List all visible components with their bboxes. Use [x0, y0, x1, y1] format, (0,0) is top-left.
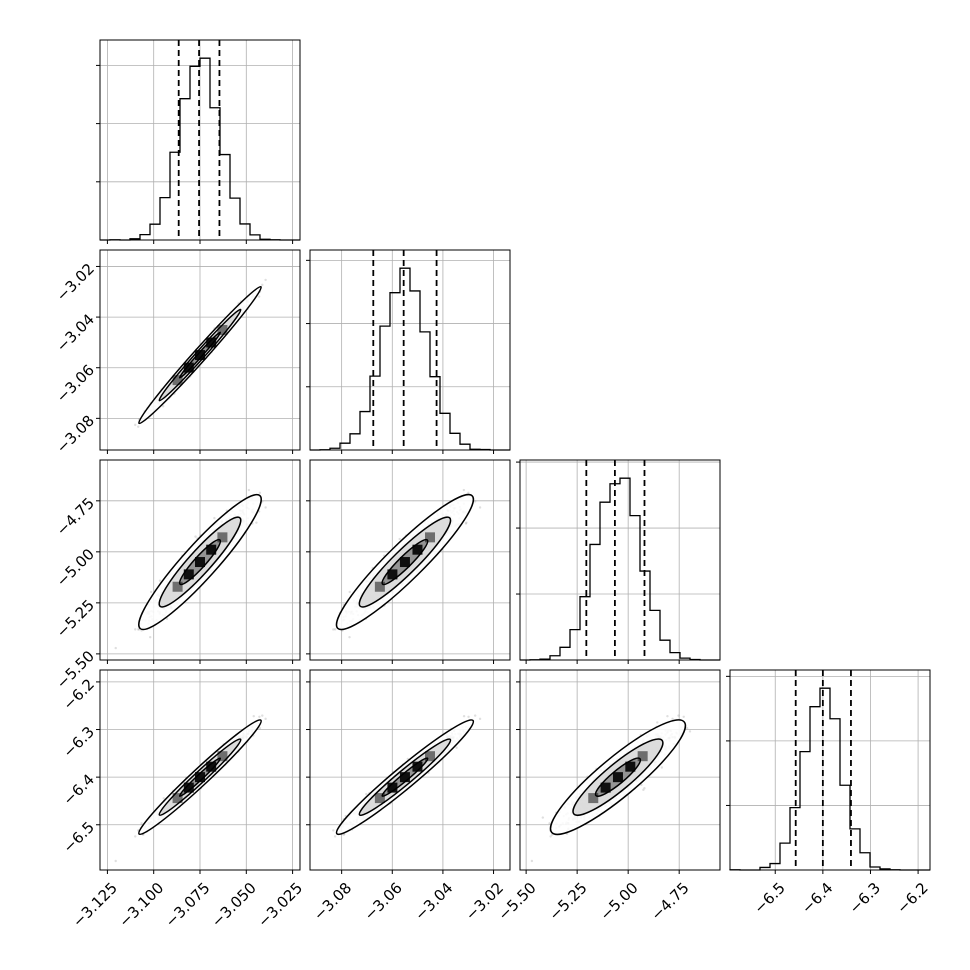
sample-point	[161, 405, 165, 408]
sample-point	[467, 491, 470, 495]
sample-point	[134, 628, 137, 631]
sample-point	[194, 535, 197, 538]
y-tick-label: −3.06	[53, 361, 98, 406]
density-block	[217, 532, 228, 543]
sample-point	[158, 579, 162, 582]
density-block	[195, 557, 205, 568]
sample-point	[398, 537, 401, 541]
panel-2-1	[332, 488, 482, 639]
sample-point	[264, 506, 267, 509]
density-block	[183, 569, 194, 580]
sample-point	[258, 491, 262, 495]
y-tick-label: −3.08	[53, 412, 98, 457]
density-block	[172, 581, 183, 592]
panel-frame-2-0	[99, 459, 301, 661]
sample-point	[264, 278, 267, 282]
sample-point	[137, 628, 140, 631]
panel-2-0	[114, 488, 267, 650]
density-block	[217, 325, 228, 335]
panel-frame-0-0	[99, 39, 301, 241]
panel-1-0	[134, 278, 267, 428]
panel-frame-1-1	[309, 249, 511, 451]
sample-point	[247, 488, 251, 492]
density-block	[183, 362, 194, 373]
sample-point	[257, 295, 261, 298]
histogram-1	[310, 267, 510, 451]
sample-point	[255, 521, 258, 524]
density-block	[195, 350, 205, 361]
sample-point	[473, 500, 477, 503]
sample-point	[261, 283, 264, 287]
y-tick-label: −3.04	[53, 310, 98, 355]
y-tick-label: −3.02	[53, 260, 98, 305]
scatter-grid-2-1	[310, 460, 510, 660]
hist-grid-1	[310, 250, 510, 450]
sample-point	[165, 617, 169, 620]
sample-point	[348, 590, 351, 594]
density-block	[206, 337, 217, 348]
density-block	[172, 375, 183, 386]
sample-point	[333, 628, 337, 631]
sample-point	[213, 516, 216, 520]
sample-point	[114, 646, 117, 650]
panel-frame-1-0	[99, 249, 301, 451]
sample-point	[478, 506, 482, 509]
sample-point	[332, 628, 335, 631]
density-block	[206, 544, 217, 555]
histogram-0	[100, 57, 300, 241]
sample-point	[149, 590, 153, 594]
hist-grid-0	[100, 40, 300, 240]
sample-point	[149, 635, 152, 639]
sample-point	[134, 423, 137, 427]
sample-point	[137, 425, 140, 428]
